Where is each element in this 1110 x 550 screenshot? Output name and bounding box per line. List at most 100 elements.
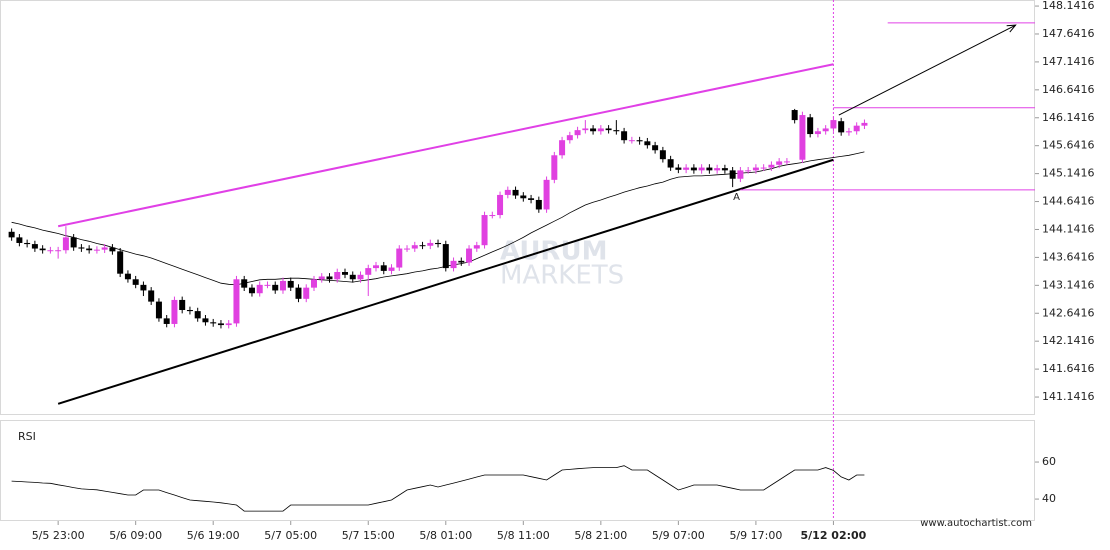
candle-body — [132, 279, 139, 285]
y-tick-label: 141.6416 — [1042, 362, 1095, 375]
candle-body — [675, 167, 682, 170]
candle-body — [621, 131, 628, 141]
x-tick-label: 5/6 19:00 — [187, 529, 240, 542]
candle-body — [318, 276, 325, 280]
trend-line — [57, 63, 834, 228]
y-tick-label: 143.6416 — [1042, 250, 1095, 263]
candle-body — [101, 247, 108, 250]
candle-body — [729, 170, 736, 179]
candle-body — [636, 140, 643, 142]
candle-body — [644, 141, 651, 146]
candle-body — [582, 128, 589, 131]
candle-body — [690, 167, 697, 171]
candle-body — [202, 318, 209, 323]
rsi-tick-label: 60 — [1042, 455, 1056, 468]
candle-body — [838, 121, 845, 133]
x-tick-label: 5/7 05:00 — [264, 529, 317, 542]
candle-body — [450, 260, 457, 269]
candle-body — [543, 179, 550, 210]
candle-body — [47, 250, 54, 252]
y-tick-label: 146.6416 — [1042, 83, 1095, 96]
x-tick-label: 5/12 02:00 — [801, 529, 867, 542]
candle-body — [264, 284, 271, 286]
candle-body — [70, 237, 77, 248]
y-tick-label: 147.1416 — [1042, 55, 1095, 68]
candle-body — [55, 250, 62, 252]
candle-body — [140, 284, 147, 291]
candle-body — [473, 245, 480, 249]
candle-body — [807, 117, 814, 135]
candle-body — [559, 140, 566, 156]
y-tick-label: 142.1416 — [1042, 334, 1095, 347]
candle-body — [466, 248, 473, 263]
candle-body — [528, 198, 535, 200]
candle-body — [783, 161, 790, 163]
candle-body — [822, 128, 829, 132]
candle-body — [109, 247, 116, 252]
candle-body — [93, 249, 100, 251]
candle-body — [698, 167, 705, 171]
rsi-tick-label: 40 — [1042, 492, 1056, 505]
y-tick-label: 145.6416 — [1042, 139, 1095, 152]
x-tick-label: 5/8 11:00 — [497, 529, 550, 542]
candle-body — [628, 140, 635, 142]
candle-body — [303, 287, 310, 299]
pattern-marker: A — [733, 192, 740, 203]
y-tick-label: 148.1416 — [1042, 0, 1095, 12]
x-tick-label: 5/8 21:00 — [574, 529, 627, 542]
rsi-title: RSI — [18, 430, 36, 443]
candle-body — [342, 272, 348, 275]
candle-body — [861, 122, 868, 126]
candle-body — [504, 189, 511, 195]
candle-body — [737, 170, 744, 179]
candle-body — [520, 195, 527, 199]
rsi-frame — [0, 420, 1035, 521]
candle-body — [853, 125, 860, 132]
candle-body — [233, 279, 240, 324]
candle-body — [419, 245, 426, 247]
rsi-line — [11, 465, 865, 512]
watermark: MARKETS — [500, 261, 624, 291]
candle-body — [427, 242, 434, 246]
candle-body — [163, 318, 170, 324]
candle-body — [396, 248, 403, 268]
candle-body — [78, 247, 85, 249]
price-frame — [0, 0, 1035, 415]
candle-body — [760, 167, 767, 169]
candle-body — [714, 168, 721, 171]
candle-body — [31, 244, 38, 249]
candle-body — [590, 128, 597, 132]
candle-body — [279, 280, 286, 291]
y-tick-label: 141.1416 — [1042, 390, 1095, 403]
candle-body — [535, 199, 542, 210]
candle-body — [86, 248, 93, 251]
x-tick-label: 5/6 09:00 — [109, 529, 162, 542]
candle-body — [225, 323, 232, 326]
candle-body — [458, 260, 465, 263]
candle-body — [248, 287, 255, 294]
candle-body — [752, 167, 759, 171]
candle-body — [574, 130, 581, 136]
candle-body — [217, 323, 224, 326]
y-tick-label: 146.1416 — [1042, 111, 1095, 124]
y-tick-label: 145.1416 — [1042, 167, 1095, 180]
y-tick-label: 142.6416 — [1042, 306, 1095, 319]
candle-body — [241, 279, 248, 288]
y-tick-label: 147.6416 — [1042, 27, 1095, 40]
moving-average — [11, 151, 865, 286]
candle-body — [613, 130, 620, 132]
candle-body — [404, 248, 411, 250]
x-tick-label: 5/9 07:00 — [652, 529, 705, 542]
candle-body — [16, 237, 23, 243]
candle-body — [186, 309, 193, 312]
candle-body — [171, 299, 178, 324]
candle-body — [683, 167, 690, 170]
candle-body — [295, 287, 302, 299]
candle-body — [566, 135, 573, 141]
y-tick-label: 144.6416 — [1042, 195, 1095, 208]
candle-body — [24, 242, 31, 245]
candle-body — [334, 272, 341, 280]
candle-body — [326, 276, 333, 280]
x-tick-label: 5/7 15:00 — [342, 529, 395, 542]
